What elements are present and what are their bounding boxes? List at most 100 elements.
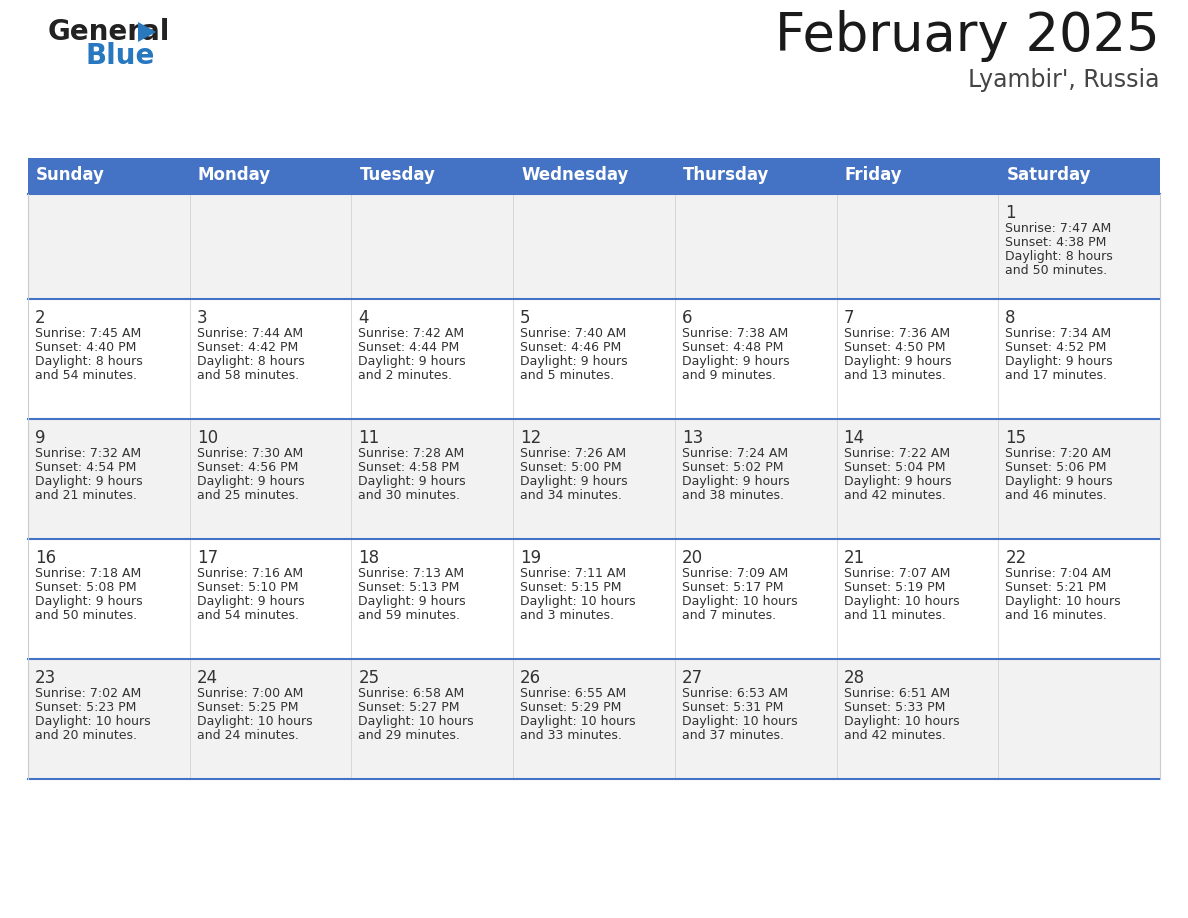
Text: Sunrise: 6:53 AM: Sunrise: 6:53 AM [682, 687, 788, 700]
Text: Sunset: 4:38 PM: Sunset: 4:38 PM [1005, 236, 1107, 249]
Text: 13: 13 [682, 429, 703, 447]
Text: Sunrise: 7:34 AM: Sunrise: 7:34 AM [1005, 327, 1112, 340]
Text: Sunrise: 7:45 AM: Sunrise: 7:45 AM [34, 327, 141, 340]
Text: 6: 6 [682, 309, 693, 327]
Text: 4: 4 [359, 309, 369, 327]
Text: and 13 minutes.: and 13 minutes. [843, 369, 946, 382]
Text: Sunrise: 7:00 AM: Sunrise: 7:00 AM [197, 687, 303, 700]
Text: and 29 minutes.: and 29 minutes. [359, 729, 460, 742]
Text: Daylight: 9 hours: Daylight: 9 hours [520, 355, 627, 368]
Text: and 42 minutes.: and 42 minutes. [843, 489, 946, 502]
Text: Sunrise: 6:51 AM: Sunrise: 6:51 AM [843, 687, 949, 700]
Text: 18: 18 [359, 549, 379, 567]
Text: and 25 minutes.: and 25 minutes. [197, 489, 298, 502]
Text: Daylight: 10 hours: Daylight: 10 hours [843, 715, 959, 728]
Text: and 7 minutes.: and 7 minutes. [682, 609, 776, 622]
Text: 28: 28 [843, 669, 865, 687]
Text: and 3 minutes.: and 3 minutes. [520, 609, 614, 622]
Text: Daylight: 9 hours: Daylight: 9 hours [843, 355, 952, 368]
Text: Sunset: 5:08 PM: Sunset: 5:08 PM [34, 581, 137, 594]
Text: 15: 15 [1005, 429, 1026, 447]
Text: Sunset: 5:13 PM: Sunset: 5:13 PM [359, 581, 460, 594]
Text: 22: 22 [1005, 549, 1026, 567]
Text: Sunrise: 7:36 AM: Sunrise: 7:36 AM [843, 327, 949, 340]
Text: Sunrise: 7:42 AM: Sunrise: 7:42 AM [359, 327, 465, 340]
Text: Daylight: 9 hours: Daylight: 9 hours [197, 475, 304, 488]
Text: Sunrise: 7:40 AM: Sunrise: 7:40 AM [520, 327, 626, 340]
Text: Sunrise: 7:28 AM: Sunrise: 7:28 AM [359, 447, 465, 460]
Text: Sunset: 5:00 PM: Sunset: 5:00 PM [520, 461, 621, 474]
Text: Daylight: 9 hours: Daylight: 9 hours [34, 595, 143, 608]
Text: Sunset: 4:50 PM: Sunset: 4:50 PM [843, 341, 946, 354]
Polygon shape [138, 22, 156, 42]
Text: Daylight: 9 hours: Daylight: 9 hours [1005, 355, 1113, 368]
Bar [836, 158, 998, 194]
Text: Sunrise: 7:04 AM: Sunrise: 7:04 AM [1005, 567, 1112, 580]
Text: Friday: Friday [845, 166, 902, 184]
Text: Sunset: 4:46 PM: Sunset: 4:46 PM [520, 341, 621, 354]
Text: and 34 minutes.: and 34 minutes. [520, 489, 623, 502]
Text: and 58 minutes.: and 58 minutes. [197, 369, 299, 382]
Text: Sunset: 4:40 PM: Sunset: 4:40 PM [34, 341, 137, 354]
Text: Sunset: 5:29 PM: Sunset: 5:29 PM [520, 701, 621, 714]
Text: Daylight: 10 hours: Daylight: 10 hours [520, 595, 636, 608]
Text: Sunrise: 7:38 AM: Sunrise: 7:38 AM [682, 327, 788, 340]
Text: and 50 minutes.: and 50 minutes. [34, 609, 137, 622]
Text: Sunset: 4:56 PM: Sunset: 4:56 PM [197, 461, 298, 474]
Text: and 21 minutes.: and 21 minutes. [34, 489, 137, 502]
Text: 26: 26 [520, 669, 542, 687]
Text: 21: 21 [843, 549, 865, 567]
Text: Daylight: 10 hours: Daylight: 10 hours [359, 715, 474, 728]
Text: Daylight: 10 hours: Daylight: 10 hours [682, 595, 797, 608]
Text: and 20 minutes.: and 20 minutes. [34, 729, 137, 742]
Text: Sunrise: 7:24 AM: Sunrise: 7:24 AM [682, 447, 788, 460]
Text: and 46 minutes.: and 46 minutes. [1005, 489, 1107, 502]
Bar [190, 158, 352, 194]
Text: and 50 minutes.: and 50 minutes. [1005, 264, 1107, 277]
Bar [29, 194, 1159, 299]
Text: Sunrise: 7:47 AM: Sunrise: 7:47 AM [1005, 222, 1112, 235]
Text: and 2 minutes.: and 2 minutes. [359, 369, 453, 382]
Text: Daylight: 9 hours: Daylight: 9 hours [34, 475, 143, 488]
Text: Sunset: 4:42 PM: Sunset: 4:42 PM [197, 341, 298, 354]
Bar [352, 158, 513, 194]
Text: Sunset: 5:33 PM: Sunset: 5:33 PM [843, 701, 944, 714]
Text: and 54 minutes.: and 54 minutes. [34, 369, 137, 382]
Text: Daylight: 9 hours: Daylight: 9 hours [520, 475, 627, 488]
Text: Sunset: 5:17 PM: Sunset: 5:17 PM [682, 581, 783, 594]
Text: Sunrise: 7:02 AM: Sunrise: 7:02 AM [34, 687, 141, 700]
Text: and 37 minutes.: and 37 minutes. [682, 729, 784, 742]
Bar [513, 158, 675, 194]
Bar [29, 419, 1159, 539]
Text: Sunset: 5:19 PM: Sunset: 5:19 PM [843, 581, 944, 594]
Text: Daylight: 10 hours: Daylight: 10 hours [197, 715, 312, 728]
Text: 16: 16 [34, 549, 56, 567]
Text: Sunset: 4:44 PM: Sunset: 4:44 PM [359, 341, 460, 354]
Text: Daylight: 9 hours: Daylight: 9 hours [682, 355, 790, 368]
Bar [675, 158, 836, 194]
Text: Sunset: 5:06 PM: Sunset: 5:06 PM [1005, 461, 1107, 474]
Text: Daylight: 9 hours: Daylight: 9 hours [1005, 475, 1113, 488]
Text: and 11 minutes.: and 11 minutes. [843, 609, 946, 622]
Text: Sunset: 4:58 PM: Sunset: 4:58 PM [359, 461, 460, 474]
Text: 2: 2 [34, 309, 45, 327]
Text: Sunset: 5:10 PM: Sunset: 5:10 PM [197, 581, 298, 594]
Text: Sunset: 5:21 PM: Sunset: 5:21 PM [1005, 581, 1107, 594]
Text: Sunset: 5:15 PM: Sunset: 5:15 PM [520, 581, 621, 594]
Text: 14: 14 [843, 429, 865, 447]
Text: Sunset: 4:52 PM: Sunset: 4:52 PM [1005, 341, 1107, 354]
Text: Daylight: 9 hours: Daylight: 9 hours [359, 355, 466, 368]
Text: and 33 minutes.: and 33 minutes. [520, 729, 623, 742]
Text: 20: 20 [682, 549, 703, 567]
Text: 12: 12 [520, 429, 542, 447]
Bar [29, 158, 190, 194]
Text: Sunrise: 7:26 AM: Sunrise: 7:26 AM [520, 447, 626, 460]
Text: Sunset: 5:23 PM: Sunset: 5:23 PM [34, 701, 137, 714]
Text: Daylight: 8 hours: Daylight: 8 hours [34, 355, 143, 368]
Bar [29, 659, 1159, 779]
Text: Sunset: 5:02 PM: Sunset: 5:02 PM [682, 461, 783, 474]
Text: Sunrise: 7:11 AM: Sunrise: 7:11 AM [520, 567, 626, 580]
Text: and 30 minutes.: and 30 minutes. [359, 489, 461, 502]
Text: and 17 minutes.: and 17 minutes. [1005, 369, 1107, 382]
Text: Sunrise: 7:22 AM: Sunrise: 7:22 AM [843, 447, 949, 460]
